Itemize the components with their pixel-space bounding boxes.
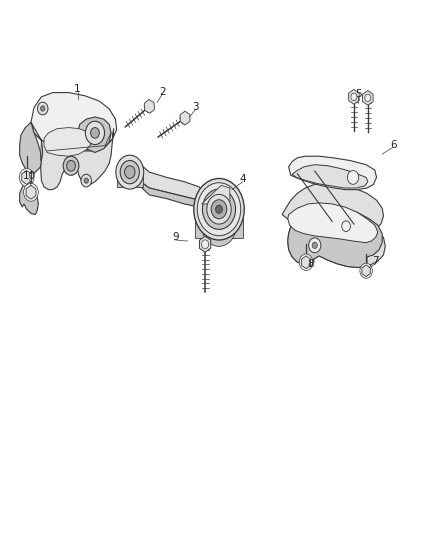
Polygon shape — [301, 256, 311, 269]
Circle shape — [207, 195, 231, 224]
Polygon shape — [117, 175, 143, 187]
Circle shape — [85, 121, 105, 144]
Polygon shape — [78, 117, 111, 152]
Polygon shape — [31, 122, 114, 190]
Text: 6: 6 — [390, 140, 396, 150]
Circle shape — [24, 183, 39, 201]
Circle shape — [365, 94, 371, 102]
Circle shape — [81, 174, 92, 187]
Text: 3: 3 — [192, 102, 198, 112]
Text: 10: 10 — [23, 172, 36, 181]
Polygon shape — [362, 265, 370, 277]
Text: 8: 8 — [307, 259, 314, 269]
Polygon shape — [349, 90, 359, 104]
Circle shape — [91, 127, 99, 138]
Polygon shape — [180, 111, 190, 125]
Circle shape — [197, 183, 241, 236]
Circle shape — [312, 242, 318, 248]
Circle shape — [201, 204, 237, 246]
Circle shape — [211, 200, 227, 219]
Circle shape — [309, 238, 321, 253]
Circle shape — [63, 156, 79, 175]
Text: 5: 5 — [355, 89, 362, 99]
Polygon shape — [288, 203, 378, 243]
Circle shape — [41, 106, 45, 111]
Polygon shape — [201, 185, 230, 204]
Circle shape — [120, 160, 139, 184]
Text: 4: 4 — [240, 174, 246, 184]
Polygon shape — [363, 91, 373, 106]
Polygon shape — [142, 166, 206, 219]
Polygon shape — [31, 93, 117, 151]
Text: 9: 9 — [172, 232, 179, 243]
Polygon shape — [22, 171, 32, 184]
Polygon shape — [288, 206, 382, 268]
Polygon shape — [142, 183, 206, 228]
Circle shape — [19, 168, 34, 187]
Circle shape — [38, 102, 48, 115]
Polygon shape — [199, 236, 211, 252]
Circle shape — [347, 171, 359, 184]
Circle shape — [201, 240, 208, 248]
Text: 1: 1 — [74, 84, 81, 94]
Polygon shape — [144, 100, 155, 113]
Polygon shape — [195, 215, 243, 238]
Circle shape — [124, 166, 135, 179]
Circle shape — [84, 178, 88, 183]
Polygon shape — [292, 165, 368, 188]
Circle shape — [360, 263, 372, 278]
Polygon shape — [26, 185, 36, 199]
Circle shape — [351, 93, 357, 101]
Circle shape — [194, 179, 244, 240]
Polygon shape — [282, 183, 385, 268]
Circle shape — [215, 205, 223, 214]
Polygon shape — [289, 156, 377, 190]
Circle shape — [67, 160, 75, 171]
Circle shape — [116, 155, 144, 189]
Text: 7: 7 — [372, 256, 379, 266]
Circle shape — [202, 189, 236, 229]
Polygon shape — [20, 122, 42, 215]
Text: 2: 2 — [159, 86, 166, 96]
Polygon shape — [44, 127, 91, 156]
Circle shape — [342, 221, 350, 231]
Circle shape — [299, 254, 313, 271]
